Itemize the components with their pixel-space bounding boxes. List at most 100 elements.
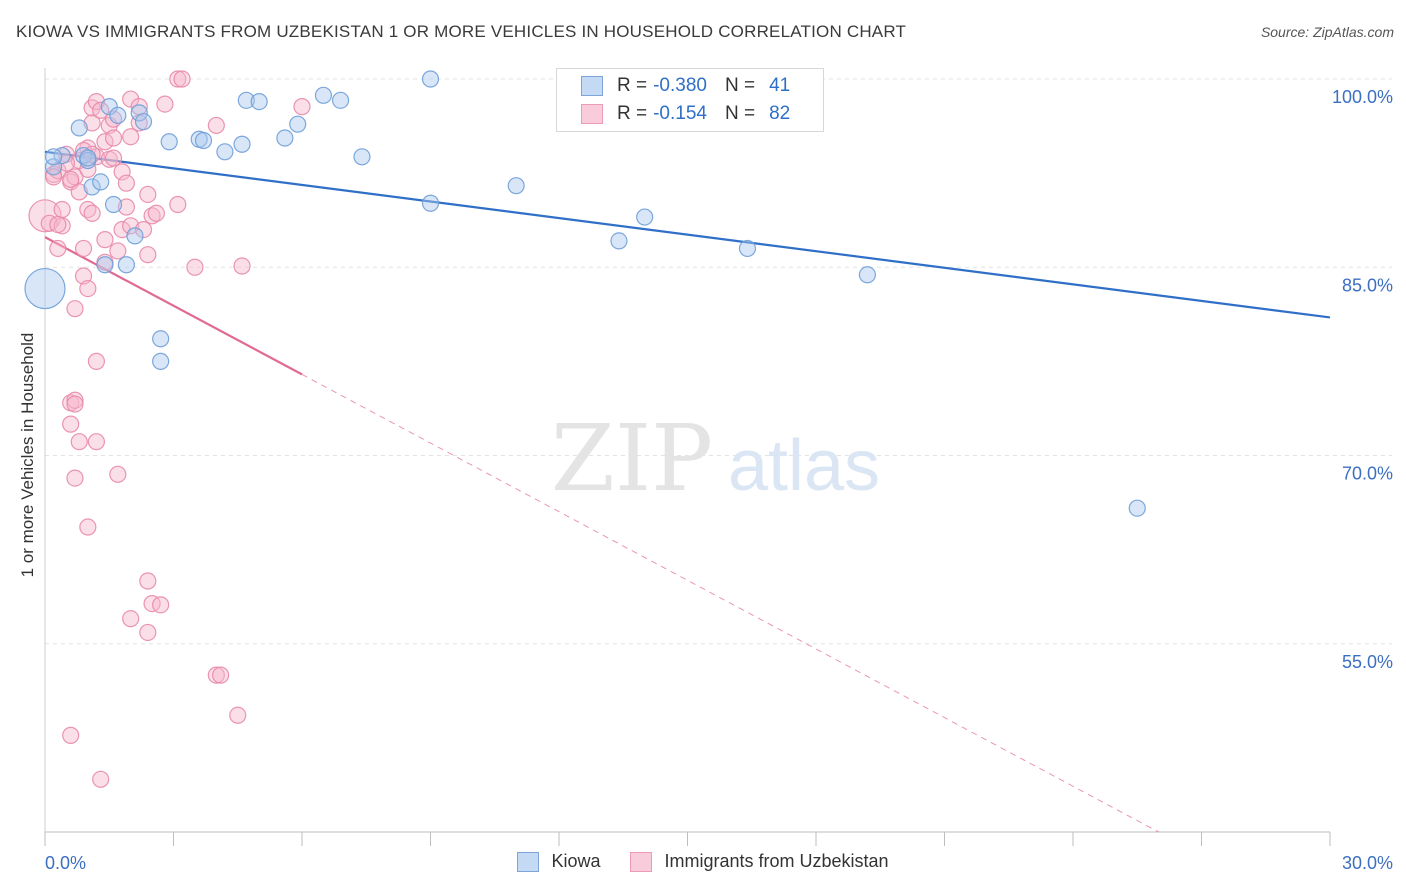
uzbekistan-point — [207, 116, 225, 135]
kiowa-point — [250, 92, 268, 111]
uzbekistan-point — [74, 239, 93, 258]
uzbekistan-point — [122, 128, 140, 146]
kiowa-point — [44, 148, 63, 166]
legend-label-uzbekistan: Immigrants from Uzbekistan — [664, 851, 889, 871]
trendlines — [44, 150, 1331, 833]
trendline-extension — [301, 373, 1159, 833]
kiowa-point — [117, 256, 135, 274]
uzbekistan-point — [104, 149, 123, 167]
legend-row-kiowa: R = -0.380 N = 41 — [581, 73, 790, 99]
uzbekistan-point — [117, 198, 135, 216]
uzbekistan-point — [122, 217, 140, 235]
kiowa-point — [276, 129, 294, 147]
kiowa-point — [194, 131, 213, 150]
uzbekistan-point — [186, 258, 204, 276]
kiowa-point — [92, 173, 110, 191]
uzbekistan-point — [79, 279, 97, 298]
kiowa-point — [134, 113, 153, 131]
uzbekistan-point — [62, 170, 80, 188]
kiowa-point — [44, 158, 63, 176]
uzbekistan-point — [143, 594, 161, 613]
uzbekistan-point — [122, 610, 140, 628]
kiowa-point — [507, 177, 525, 195]
uzbekistan-point — [233, 257, 251, 275]
uzbekistan-point — [113, 163, 131, 181]
uzbekistan-point — [66, 469, 84, 487]
uzbekistan-point — [53, 200, 71, 219]
uzbekistan-point — [79, 518, 97, 536]
uzbekistan-point — [92, 101, 110, 119]
uzbekistan-point — [62, 415, 80, 433]
stats-legend: R = -0.380 N = 41 R = -0.154 N = 82 — [556, 68, 824, 132]
kiowa-point — [331, 91, 350, 109]
y-tick-label: 70.0% — [1342, 464, 1393, 484]
legend-n-value: 41 — [769, 75, 791, 96]
kiowa-point — [237, 91, 255, 109]
data-points — [24, 70, 1146, 788]
y-tick-label: 100.0% — [1332, 87, 1393, 107]
legend-swatch-uzbekistan — [581, 104, 603, 124]
uzbekistan-point — [87, 92, 106, 111]
uzbekistan-point — [66, 391, 84, 409]
kiowa-point — [83, 178, 101, 196]
legend-n-label: N = — [724, 103, 756, 124]
kiowa-point — [1128, 499, 1146, 517]
kiowa-point — [152, 352, 170, 370]
y-tick-label: 55.0% — [1342, 652, 1393, 672]
kiowa-point — [79, 149, 97, 167]
uzbekistan-point — [44, 168, 63, 186]
watermark-zip: ZIP — [551, 405, 713, 512]
uzbekistan-point — [104, 129, 123, 147]
uzbekistan-point — [229, 706, 247, 724]
uzbekistan-point — [169, 195, 187, 214]
tick-labels: 100.0% 85.0% 70.0% 55.0% 0.0% 30.0% — [45, 87, 1393, 873]
uzbekistan-point — [109, 242, 127, 260]
kiowa-point — [858, 266, 877, 284]
series-legend: Kiowa Immigrants from Uzbekistan — [0, 851, 1406, 872]
kiowa-point — [160, 133, 178, 151]
legend-r-value: -0.154 — [653, 103, 707, 124]
legend-swatch-uzbekistan — [630, 851, 653, 872]
uzbekistan-point — [293, 98, 311, 116]
trendline-uzbekistan — [44, 236, 303, 376]
kiowa-point — [130, 104, 148, 122]
watermark: ZIP atlas — [551, 405, 880, 512]
uzbekistan-point — [62, 726, 80, 744]
kiowa-point — [126, 227, 144, 245]
uzbekistan-point — [87, 352, 106, 370]
kiowa-point — [353, 148, 371, 166]
uzbekistan-point — [156, 95, 174, 113]
uzbekistan-point — [28, 199, 62, 233]
legend-label-kiowa: Kiowa — [551, 851, 601, 871]
kiowa-point — [24, 267, 66, 310]
kiowa-point — [421, 70, 440, 88]
legend-r-label: R = — [617, 103, 648, 124]
legend-r-label: R = — [617, 75, 648, 96]
uzbekistan-point — [66, 300, 84, 318]
kiowa-point — [233, 135, 251, 153]
legend-n-label: N = — [724, 75, 756, 96]
legend-swatch-kiowa — [581, 76, 603, 96]
uzbekistan-point — [70, 183, 88, 201]
uzbekistan-point — [92, 770, 110, 788]
kiowa-point — [96, 256, 114, 274]
uzbekistan-point — [49, 239, 67, 258]
uzbekistan-point — [139, 572, 157, 590]
chart-title: KIOWA VS IMMIGRANTS FROM UZBEKISTAN 1 OR… — [16, 22, 907, 41]
kiowa-point — [636, 208, 654, 226]
axes — [44, 68, 1331, 846]
uzbekistan-point — [134, 221, 153, 239]
uzbekistan-point — [139, 185, 157, 204]
watermark-atlas: atlas — [728, 426, 880, 506]
uzbekistan-point — [83, 114, 101, 132]
uzbekistan-point — [117, 174, 135, 192]
y-tick-label: 85.0% — [1342, 275, 1393, 295]
uzbekistan-point — [169, 70, 187, 88]
legend-r-value: -0.380 — [653, 75, 707, 96]
uzbekistan-point — [66, 395, 84, 413]
legend-row-uzbekistan: R = -0.154 N = 82 — [581, 101, 790, 127]
kiowa-point — [104, 195, 123, 214]
kiowa-point — [100, 98, 118, 116]
uzbekistan-point — [212, 666, 230, 684]
